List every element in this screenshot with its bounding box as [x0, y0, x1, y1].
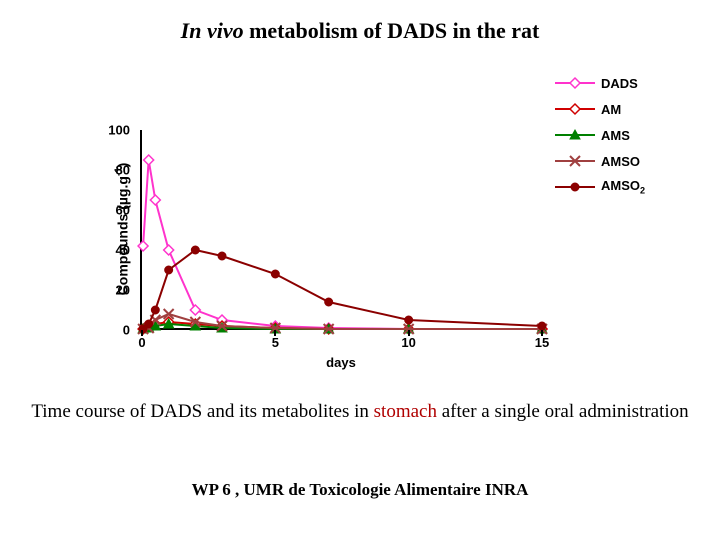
- caption: Time course of DADS and its metabolites …: [0, 400, 720, 424]
- footer-credit: WP 6 , UMR de Toxicologie Alimentaire IN…: [0, 480, 720, 500]
- legend-label: AMS: [601, 128, 630, 143]
- data-marker: [190, 305, 200, 315]
- title-italic: In vivo: [181, 18, 244, 43]
- title-rest: metabolism of DADS in the rat: [244, 18, 540, 43]
- caption-organ: stomach: [374, 401, 437, 422]
- legend-label: DADS: [601, 76, 638, 91]
- x-axis-label: days: [326, 355, 356, 370]
- data-marker: [145, 320, 153, 328]
- data-marker: [164, 245, 174, 255]
- legend-label: AMSO2: [601, 178, 645, 196]
- data-marker: [165, 266, 173, 274]
- legend-item: AMSO: [555, 148, 645, 174]
- y-tick-label: 100: [108, 123, 130, 138]
- legend-marker: [555, 99, 595, 119]
- slide-title: In vivo metabolism of DADS in the rat: [0, 0, 720, 44]
- legend-marker: [555, 73, 595, 93]
- y-tick-label: 20: [116, 283, 130, 298]
- legend-item: AM: [555, 96, 645, 122]
- data-marker: [405, 316, 413, 324]
- x-tick-label: 15: [535, 335, 549, 350]
- legend: DADS AM AMS AMSO AMSO2: [555, 70, 645, 200]
- legend-item: AMS: [555, 122, 645, 148]
- data-marker: [271, 270, 279, 278]
- legend-marker: [555, 151, 595, 171]
- data-marker: [538, 322, 546, 330]
- chart-svg: [142, 130, 542, 330]
- legend-item: DADS: [555, 70, 645, 96]
- y-tick-label: 80: [116, 163, 130, 178]
- x-tick-label: 10: [401, 335, 415, 350]
- legend-marker: [555, 125, 595, 145]
- x-tick-label: 0: [138, 335, 145, 350]
- data-marker: [191, 246, 199, 254]
- legend-marker: [555, 177, 595, 197]
- legend-label: AMSO: [601, 154, 640, 169]
- data-marker: [218, 252, 226, 260]
- y-tick-label: 40: [116, 243, 130, 258]
- data-marker: [325, 298, 333, 306]
- y-tick-label: 60: [116, 203, 130, 218]
- legend-item: AMSO2: [555, 174, 645, 200]
- caption-post: after a single oral administration: [437, 401, 689, 422]
- y-axis-label: Compounds (µg.g-1): [114, 163, 131, 296]
- legend-label: AM: [601, 102, 621, 117]
- data-marker: [151, 306, 159, 314]
- y-tick-label: 0: [123, 323, 130, 338]
- data-marker: [150, 195, 160, 205]
- plot-box: Compounds (µg.g-1) days 0204060801000510…: [140, 130, 540, 330]
- chart-container: Compounds (µg.g-1) days 0204060801000510…: [80, 90, 640, 360]
- data-marker: [144, 155, 154, 165]
- caption-pre: Time course of DADS and its metabolites …: [31, 401, 373, 422]
- x-tick-label: 5: [272, 335, 279, 350]
- data-marker: [138, 241, 148, 251]
